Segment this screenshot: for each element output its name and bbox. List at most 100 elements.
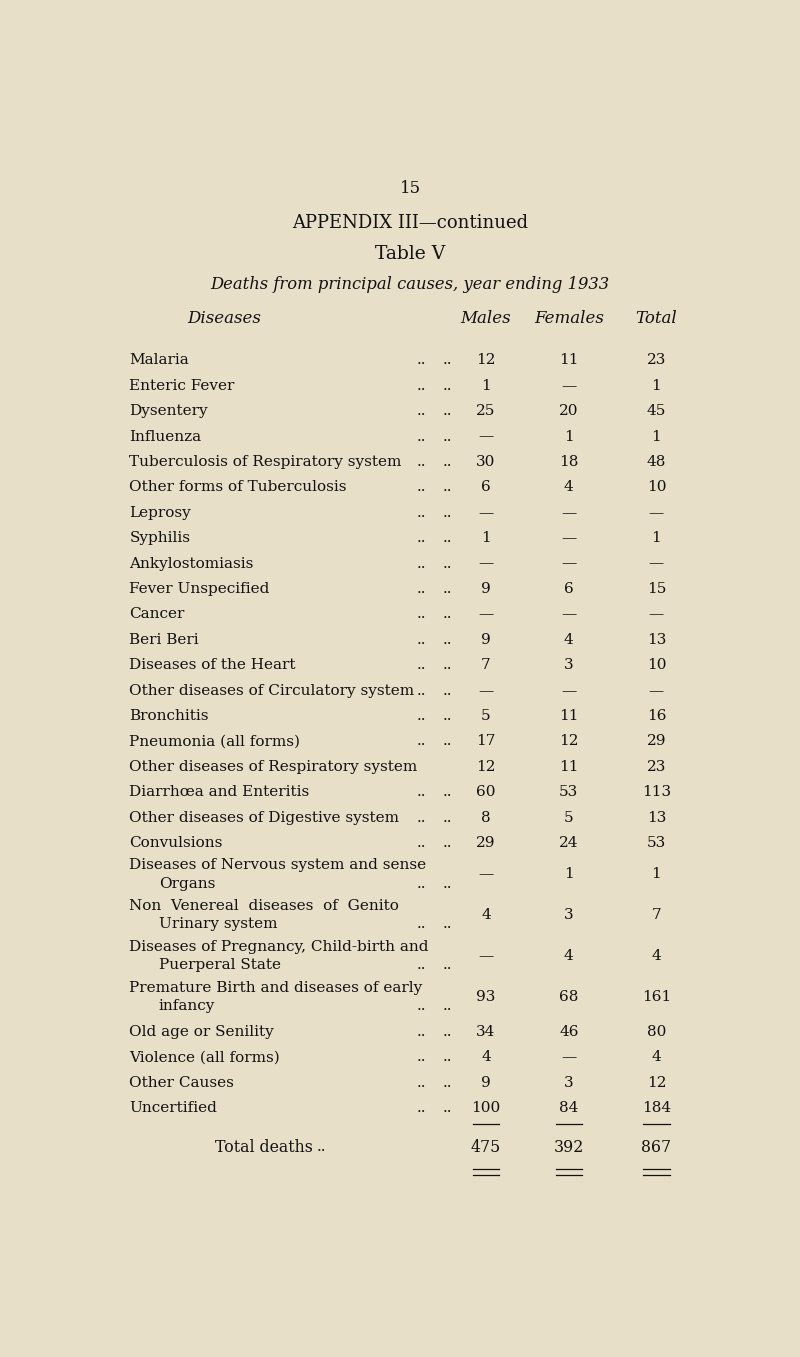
Text: ..: .. xyxy=(442,1101,452,1115)
Text: ..: .. xyxy=(442,710,452,723)
Text: 34: 34 xyxy=(476,1025,496,1039)
Text: —: — xyxy=(478,556,494,571)
Text: ..: .. xyxy=(442,353,452,368)
Text: Ankylostomiasis: Ankylostomiasis xyxy=(130,556,254,571)
Text: Cancer: Cancer xyxy=(130,608,185,622)
Text: 11: 11 xyxy=(559,353,578,368)
Text: Fever Unspecified: Fever Unspecified xyxy=(130,582,270,596)
Text: 11: 11 xyxy=(559,710,578,723)
Text: 1: 1 xyxy=(651,430,662,444)
Text: Puerperal State: Puerperal State xyxy=(159,958,281,972)
Text: 12: 12 xyxy=(646,1076,666,1090)
Text: Bronchitis: Bronchitis xyxy=(130,710,209,723)
Text: Syphilis: Syphilis xyxy=(130,531,190,546)
Text: 113: 113 xyxy=(642,786,671,799)
Text: ..: .. xyxy=(416,1050,426,1064)
Text: Deaths from principal causes, year ending 1933: Deaths from principal causes, year endin… xyxy=(210,275,610,293)
Text: ..: .. xyxy=(416,1025,426,1039)
Text: 4: 4 xyxy=(651,949,662,963)
Text: 13: 13 xyxy=(646,632,666,647)
Text: 4: 4 xyxy=(651,1050,662,1064)
Text: 45: 45 xyxy=(646,404,666,418)
Text: —: — xyxy=(478,608,494,622)
Text: Leprosy: Leprosy xyxy=(130,506,191,520)
Text: ..: .. xyxy=(416,582,426,596)
Text: 60: 60 xyxy=(476,786,496,799)
Text: ..: .. xyxy=(442,1050,452,1064)
Text: ..: .. xyxy=(442,632,452,647)
Text: ..: .. xyxy=(442,658,452,672)
Text: 1: 1 xyxy=(651,867,662,881)
Text: 4: 4 xyxy=(564,632,574,647)
Text: 24: 24 xyxy=(559,836,578,849)
Text: 12: 12 xyxy=(559,734,578,749)
Text: ..: .. xyxy=(442,430,452,444)
Text: 9: 9 xyxy=(481,632,491,647)
Text: APPENDIX III—continued: APPENDIX III—continued xyxy=(292,214,528,232)
Text: 10: 10 xyxy=(646,658,666,672)
Text: 46: 46 xyxy=(559,1025,578,1039)
Text: ..: .. xyxy=(442,379,452,392)
Text: ..: .. xyxy=(416,684,426,697)
Text: Violence (all forms): Violence (all forms) xyxy=(130,1050,280,1064)
Text: —: — xyxy=(562,556,577,571)
Text: ..: .. xyxy=(416,999,426,1012)
Text: ..: .. xyxy=(442,455,452,470)
Text: Non  Venereal  diseases  of  Genito: Non Venereal diseases of Genito xyxy=(130,898,399,913)
Text: 68: 68 xyxy=(559,989,578,1004)
Text: Beri Beri: Beri Beri xyxy=(130,632,199,647)
Text: ..: .. xyxy=(442,999,452,1012)
Text: 93: 93 xyxy=(476,989,496,1004)
Text: —: — xyxy=(562,531,577,546)
Text: ..: .. xyxy=(416,556,426,571)
Text: 10: 10 xyxy=(646,480,666,494)
Text: ..: .. xyxy=(416,379,426,392)
Text: Other diseases of Circulatory system: Other diseases of Circulatory system xyxy=(130,684,414,697)
Text: Diseases of the Heart: Diseases of the Heart xyxy=(130,658,296,672)
Text: 8: 8 xyxy=(481,810,490,825)
Text: —: — xyxy=(649,608,664,622)
Text: ..: .. xyxy=(442,506,452,520)
Text: —: — xyxy=(478,867,494,881)
Text: Males: Males xyxy=(461,309,511,327)
Text: 23: 23 xyxy=(646,760,666,773)
Text: 1: 1 xyxy=(651,531,662,546)
Text: ..: .. xyxy=(416,877,426,890)
Text: ..: .. xyxy=(416,632,426,647)
Text: Enteric Fever: Enteric Fever xyxy=(130,379,235,392)
Text: Other diseases of Digestive system: Other diseases of Digestive system xyxy=(130,810,399,825)
Text: Urinary system: Urinary system xyxy=(159,917,278,931)
Text: ..: .. xyxy=(416,430,426,444)
Text: Diseases: Diseases xyxy=(187,309,261,327)
Text: 392: 392 xyxy=(554,1139,584,1156)
Text: Dysentery: Dysentery xyxy=(130,404,208,418)
Text: 5: 5 xyxy=(564,810,574,825)
Text: 23: 23 xyxy=(646,353,666,368)
Text: 84: 84 xyxy=(559,1101,578,1115)
Text: ..: .. xyxy=(442,786,452,799)
Text: —: — xyxy=(478,949,494,963)
Text: 475: 475 xyxy=(471,1139,501,1156)
Text: ..: .. xyxy=(416,480,426,494)
Text: 100: 100 xyxy=(471,1101,501,1115)
Text: 29: 29 xyxy=(476,836,496,849)
Text: Total: Total xyxy=(635,309,678,327)
Text: ..: .. xyxy=(442,877,452,890)
Text: ..: .. xyxy=(416,455,426,470)
Text: ..: .. xyxy=(416,404,426,418)
Text: —: — xyxy=(562,506,577,520)
Text: Old age or Senility: Old age or Senility xyxy=(130,1025,274,1039)
Text: ..: .. xyxy=(416,1076,426,1090)
Text: 3: 3 xyxy=(564,908,574,923)
Text: 867: 867 xyxy=(642,1139,671,1156)
Text: ..: .. xyxy=(416,531,426,546)
Text: Tuberculosis of Respiratory system: Tuberculosis of Respiratory system xyxy=(130,455,402,470)
Text: Diarrhœa and Enteritis: Diarrhœa and Enteritis xyxy=(130,786,310,799)
Text: 12: 12 xyxy=(476,760,496,773)
Text: 1: 1 xyxy=(564,430,574,444)
Text: 1: 1 xyxy=(481,531,491,546)
Text: ..: .. xyxy=(442,582,452,596)
Text: 53: 53 xyxy=(559,786,578,799)
Text: Total deaths: Total deaths xyxy=(215,1139,313,1156)
Text: 9: 9 xyxy=(481,582,491,596)
